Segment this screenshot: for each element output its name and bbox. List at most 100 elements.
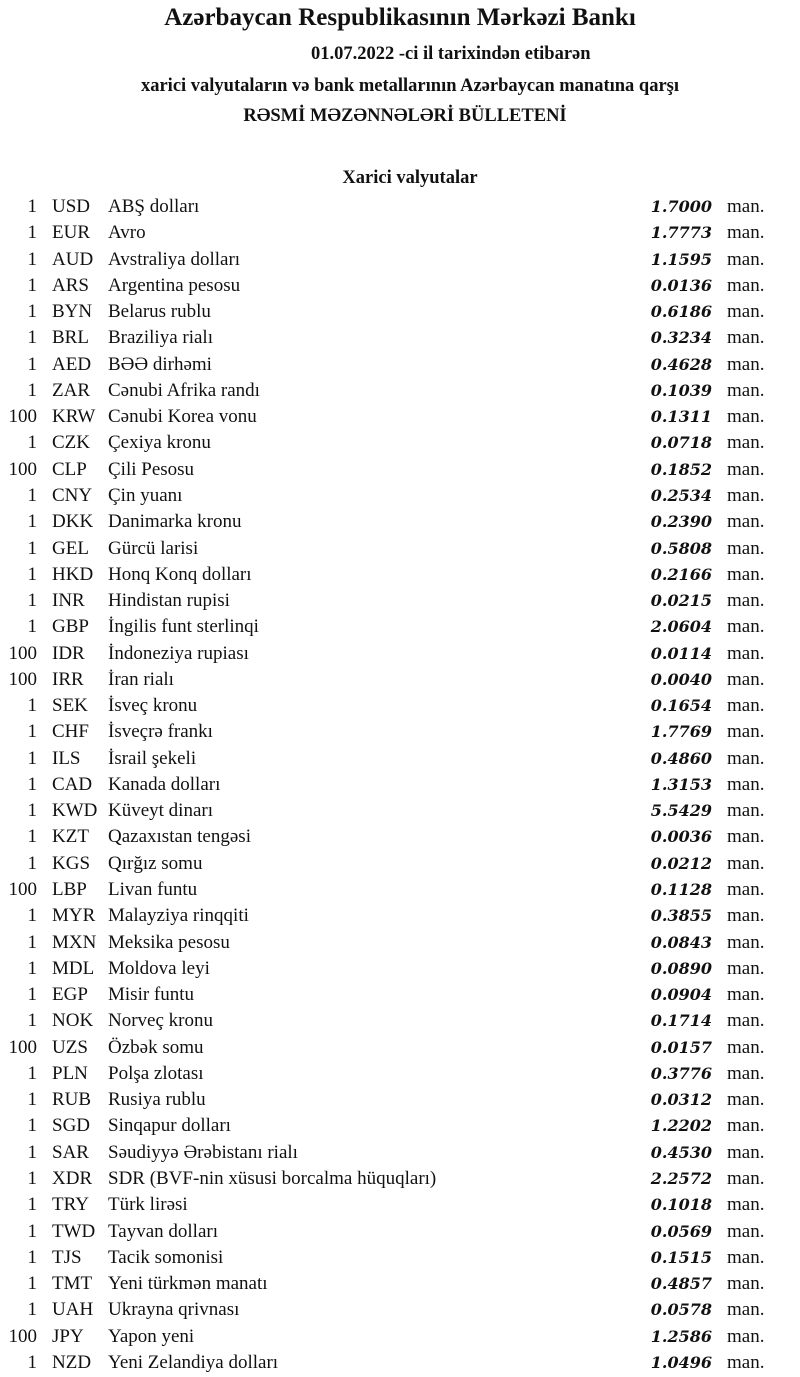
- exchange-rate: 0.0718: [650, 433, 712, 453]
- currency-row: 1 TJS Tacik somonisi 0.1515 man.: [0, 1245, 800, 1271]
- currency-quantity: 1: [27, 1167, 38, 1189]
- currency-code: MYR: [52, 905, 96, 927]
- currency-code: ARS: [52, 274, 89, 296]
- currency-quantity: 1: [27, 196, 38, 217]
- currency-unit: man.: [727, 1325, 765, 1347]
- currency-name: Çin yuanı: [108, 484, 183, 506]
- currency-quantity: 1: [27, 852, 38, 874]
- currency-unit: man.: [727, 301, 765, 323]
- currency-row: 1 NOK Norveç kronu 0.1714 man.: [0, 1008, 800, 1034]
- currency-name: Livan funtu: [108, 879, 198, 901]
- currency-quantity: 100: [8, 879, 38, 901]
- currency-row: 100 UZS Özbək somu 0.0157 man.: [0, 1035, 800, 1061]
- currency-quantity: 100: [8, 406, 38, 428]
- currency-quantity: 1: [27, 1115, 38, 1137]
- currency-row: 1 AED BƏƏ dirhəmi 0.4628 man.: [0, 352, 800, 378]
- currency-row: 1 ZAR Cənubi Afrika randı 0.1039 man.: [0, 378, 800, 404]
- currency-row: 100 JPY Yapon yeni 1.2586 man.: [0, 1324, 800, 1350]
- currency-name: Yeni türkmən manatı: [108, 1273, 268, 1295]
- currency-name: Avstraliya dolları: [108, 248, 241, 270]
- exchange-rate: 0.5808: [650, 538, 712, 558]
- currency-code: CHF: [52, 721, 89, 743]
- currency-row: 1 CHF İsveçrə frankı 1.7769 man.: [0, 719, 800, 745]
- exchange-rate: 0.2166: [650, 564, 712, 584]
- currency-row: 100 IRR İran rialı 0.0040 man.: [0, 667, 800, 693]
- exchange-rate: 0.0036: [650, 827, 712, 847]
- currency-quantity: 1: [27, 222, 38, 244]
- currency-code: SAR: [52, 1141, 89, 1163]
- currency-unit: man.: [727, 1062, 765, 1084]
- currency-unit: man.: [727, 406, 765, 428]
- currency-name: Malayziya rinqqiti: [108, 905, 249, 927]
- currency-code: CAD: [52, 773, 93, 795]
- currency-unit: man.: [727, 800, 765, 822]
- currency-name: İsveç kronu: [108, 695, 198, 717]
- exchange-rate: 0.1714: [650, 1011, 712, 1031]
- currency-code: KZT: [52, 826, 89, 848]
- currency-quantity: 1: [27, 616, 38, 638]
- currency-name: Gürcü larisi: [108, 537, 199, 559]
- exchange-rate: 0.4857: [650, 1274, 712, 1294]
- exchange-rate: 0.4628: [650, 354, 712, 374]
- exchange-rate: 0.2390: [650, 512, 712, 532]
- currency-row: 1 SGD Sinqapur dolları 1.2202 man.: [0, 1113, 800, 1139]
- exchange-rate: 0.6186: [650, 302, 712, 322]
- exchange-rate: 0.1852: [650, 459, 712, 479]
- currency-row: 1 AUD Avstraliya dolları 1.1595 man.: [0, 247, 800, 273]
- currency-code: BYN: [52, 301, 93, 323]
- currency-code: IRR: [52, 668, 84, 690]
- currency-unit: man.: [727, 826, 765, 848]
- currency-quantity: 1: [27, 1273, 38, 1295]
- currency-name: Səudiyyə Ərəbistanı rialı: [108, 1141, 298, 1163]
- currency-quantity: 1: [27, 695, 38, 717]
- currency-unit: man.: [727, 432, 765, 454]
- currency-name: Moldova leyi: [108, 957, 210, 979]
- section-title: Xarici valyutalar: [342, 168, 478, 188]
- currency-unit: man.: [727, 484, 765, 506]
- currency-name: Belarus rublu: [108, 301, 211, 323]
- exchange-rate: 1.7773: [650, 223, 712, 243]
- currency-name: Küveyt dinarı: [108, 800, 214, 822]
- currency-quantity: 1: [27, 1194, 38, 1216]
- currency-unit: man.: [727, 458, 765, 480]
- exchange-rate: 0.1654: [650, 696, 712, 716]
- currency-code: UAH: [52, 1299, 94, 1321]
- currency-name: Danimarka kronu: [108, 511, 242, 533]
- exchange-rate: 0.1018: [650, 1195, 712, 1215]
- currency-name: Türk lirəsi: [108, 1194, 188, 1216]
- currency-row: 1 SEK İsveç kronu 0.1654 man.: [0, 693, 800, 719]
- exchange-rate: 1.1595: [650, 249, 712, 269]
- currency-quantity: 1: [27, 511, 38, 533]
- currency-code: EUR: [52, 222, 90, 244]
- currency-unit: man.: [727, 984, 765, 1006]
- currency-unit: man.: [727, 773, 765, 795]
- exchange-rate: 0.2534: [650, 485, 712, 505]
- currency-code: PLN: [52, 1062, 88, 1084]
- currency-unit: man.: [727, 537, 765, 559]
- currency-quantity: 100: [8, 668, 38, 690]
- currency-row: 1 PLN Polşa zlotası 0.3776 man.: [0, 1061, 800, 1087]
- currency-name: İngilis funt sterlinqi: [108, 616, 259, 638]
- currency-row: 1 BRL Braziliya rialı 0.3234 man.: [0, 325, 800, 351]
- currency-row: 1 KGS Qırğız somu 0.0212 man.: [0, 851, 800, 877]
- currency-name: Qazaxıstan tengəsi: [108, 826, 251, 848]
- currency-name: Avro: [108, 222, 146, 244]
- currency-unit: man.: [727, 379, 765, 401]
- exchange-rate: 0.0215: [650, 591, 712, 611]
- currency-row: 1 XDR SDR (BVF-nin xüsusi borcalma hüquqla…: [0, 1166, 800, 1192]
- currency-name: Braziliya rialı: [108, 327, 213, 349]
- effective-date-line: 01.07.2022 -ci il tarixindən etibarən: [311, 44, 591, 64]
- currency-name: BƏƏ dirhəmi: [108, 353, 212, 375]
- currency-name: SDR (BVF-nin xüsusi borcalma hüquqları): [108, 1167, 437, 1189]
- currency-code: SEK: [52, 695, 88, 717]
- currency-row: 1 CNY Çin yuanı 0.2534 man.: [0, 483, 800, 509]
- currency-name: Sinqapur dolları: [108, 1115, 231, 1137]
- currency-unit: man.: [727, 905, 765, 927]
- currency-quantity: 1: [27, 800, 38, 822]
- currency-name: ABŞ dolları: [108, 196, 200, 217]
- currency-code: ILS: [52, 747, 81, 769]
- currency-row: 1 ARS Argentina pesosu 0.0136 man.: [0, 273, 800, 299]
- currency-row: 1 BYN Belarus rublu 0.6186 man.: [0, 299, 800, 325]
- currency-row: 1 TWD Tayvan dolları 0.0569 man.: [0, 1219, 800, 1245]
- currency-name: Hindistan rupisi: [108, 590, 230, 612]
